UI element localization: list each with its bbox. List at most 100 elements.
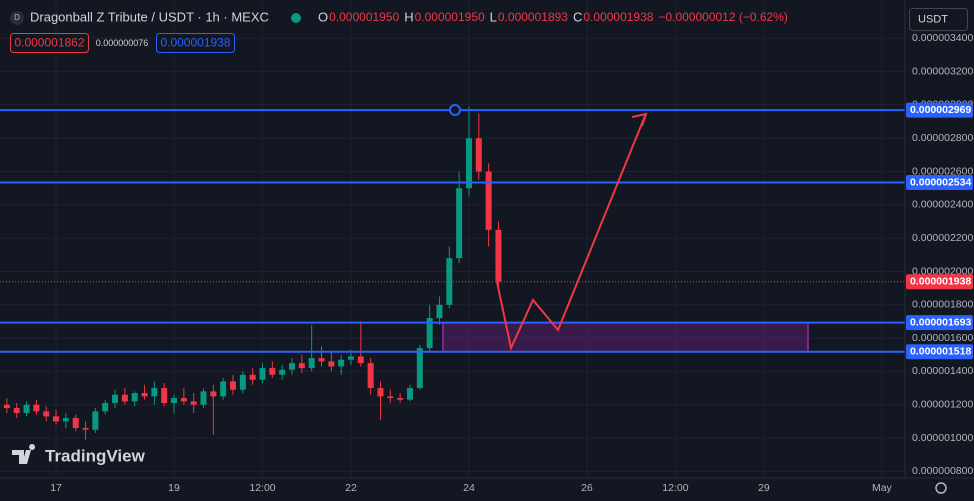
y-tick-label: 0.000002000 <box>912 265 973 277</box>
settings-icon[interactable] <box>935 482 947 494</box>
logo-text: TradingView <box>45 446 146 465</box>
candle-body <box>446 258 453 305</box>
bid-price[interactable]: 0.000001862 <box>14 36 84 50</box>
level-labels: 0.000002969 0.000002534 0.000001693 0.00000… <box>906 102 973 360</box>
candle-body <box>367 363 374 389</box>
candle-body <box>62 418 69 422</box>
zone-layer <box>442 321 809 353</box>
candle-body <box>269 368 276 375</box>
y-tick-label: 0.000001000 <box>912 432 973 444</box>
x-tick-label: May <box>872 482 893 494</box>
candle-body <box>121 394 128 402</box>
candle-body <box>53 416 60 422</box>
y-tick-label: 0.000001400 <box>912 365 973 377</box>
y-tick-label: 0.000001800 <box>912 299 973 311</box>
candle-body <box>485 171 492 230</box>
candle-body <box>495 229 502 282</box>
candle-body <box>338 359 345 367</box>
ohlc-legend: O 0.000001950 H 0.000001950 L 0.000001893 C 0.0… <box>318 9 654 24</box>
candle-body <box>298 363 305 369</box>
candle-body <box>279 369 286 375</box>
candle-body <box>239 374 246 390</box>
candle-body <box>426 318 433 349</box>
grid <box>0 0 905 478</box>
level-label-box <box>906 344 973 360</box>
symbol-title[interactable]: Dragonball Z Tribute / USDT · 1h · MEXC <box>30 9 269 24</box>
candle-body <box>23 404 30 414</box>
sell-button[interactable] <box>10 33 89 53</box>
y-tick-label: 0.000002200 <box>912 232 973 244</box>
candle-body <box>102 403 109 412</box>
buy-button[interactable] <box>156 33 235 53</box>
x-tick-label: 29 <box>758 482 770 494</box>
candle-body <box>161 388 168 404</box>
x-tick-label: 22 <box>345 482 357 494</box>
y-tick-label: 0.000001200 <box>912 398 973 410</box>
y-tick-label: 0.000003200 <box>912 65 973 77</box>
ohlc-key: C <box>573 9 582 24</box>
candle-body <box>92 411 99 430</box>
change: −0.000000012 (−0.62%) <box>658 10 787 24</box>
candle-body <box>72 418 79 429</box>
ohlc-value: 0.000001938 <box>583 10 653 24</box>
candle-body <box>151 388 158 397</box>
candle-body <box>318 358 325 362</box>
y-tick-label: 0.000001600 <box>912 332 973 344</box>
candle-body <box>357 356 364 364</box>
ohlc-value: 0.000001893 <box>498 10 568 24</box>
x-tick-label: 17 <box>50 482 62 494</box>
ohlc-value: 0.000001950 <box>415 10 485 24</box>
candle-body <box>347 356 354 360</box>
logo-mark <box>12 444 36 464</box>
candle-body <box>171 398 178 404</box>
candle-body <box>416 348 423 389</box>
y-tick-label: 0.000002400 <box>912 199 973 211</box>
candle-body <box>43 411 50 417</box>
demand-zone <box>442 321 809 353</box>
candle-body <box>406 388 413 400</box>
candle-body <box>377 388 384 397</box>
axes: 0.0000034000.0000032000.0000030000.00000… <box>50 32 973 494</box>
candle-body <box>82 428 89 430</box>
candle-body <box>249 374 256 380</box>
x-tick-label: 24 <box>463 482 475 494</box>
projection-arrow <box>496 115 646 352</box>
candle-body <box>328 361 335 367</box>
spread: 0.000000076 <box>96 38 149 48</box>
candle-body <box>387 396 394 399</box>
candle-body <box>308 358 315 369</box>
candle-body <box>13 408 20 414</box>
currency-button[interactable] <box>909 8 968 31</box>
level-label: 0.000002534 <box>910 176 971 188</box>
y-tick-label: 0.000002800 <box>912 132 973 144</box>
candle-body <box>259 368 266 380</box>
candle-body <box>112 394 119 404</box>
currency[interactable]: USDT <box>918 13 948 25</box>
y-tick-label: 0.000003400 <box>912 32 973 44</box>
candle-body <box>200 391 207 405</box>
market-status <box>291 13 301 23</box>
level-label: 0.000001693 <box>910 316 971 328</box>
x-tick-label: 19 <box>168 482 180 494</box>
ohlc-value: 0.000001950 <box>329 10 399 24</box>
x-tick-label: 12:00 <box>662 482 688 494</box>
candle-body <box>456 188 463 259</box>
candle-body <box>131 393 138 402</box>
candle-body <box>180 398 187 402</box>
anchor-handle[interactable] <box>449 104 461 116</box>
level-label: 0.000001518 <box>910 346 971 358</box>
candle-body <box>436 304 443 319</box>
candle-body <box>230 381 237 390</box>
symbol-icon-letter: D <box>14 13 20 22</box>
candle-body <box>33 404 40 412</box>
candle-body <box>220 381 227 397</box>
level-label-box <box>906 175 973 191</box>
candle-body <box>288 363 295 370</box>
candle-body <box>397 398 404 400</box>
ask-price[interactable]: 0.000001938 <box>160 36 230 50</box>
x-tick-label: 12:00 <box>249 482 275 494</box>
last-price-label: 0.000001938 <box>910 276 971 288</box>
candle-body <box>190 401 197 405</box>
